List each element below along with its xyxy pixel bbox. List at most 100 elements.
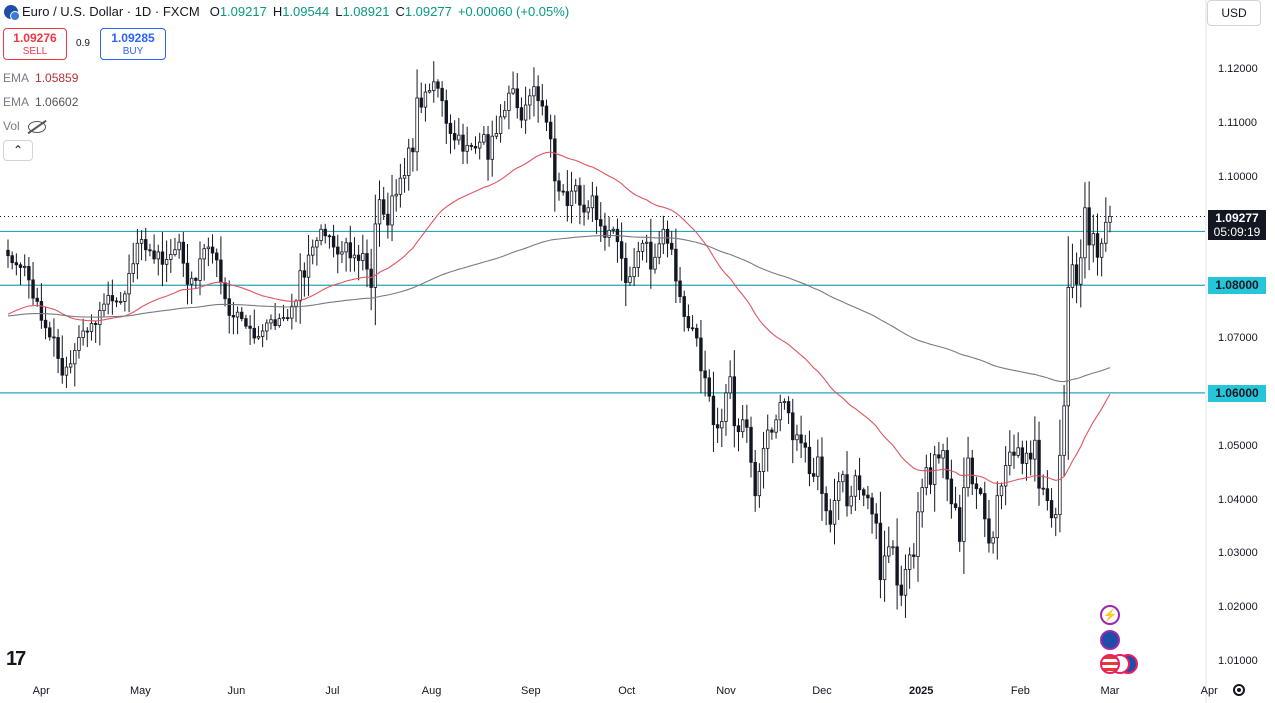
candle-body <box>924 467 929 489</box>
candle-body <box>43 319 48 329</box>
candle-body <box>519 107 524 121</box>
candle-body <box>164 259 169 265</box>
candle-body <box>206 246 211 250</box>
candle-body <box>269 319 273 324</box>
gear-icon[interactable] <box>1233 684 1245 696</box>
eur-usd-flag-icon <box>4 4 20 21</box>
candle-body <box>1054 514 1058 519</box>
candle-body <box>724 392 728 422</box>
candle-body <box>344 242 348 253</box>
candle-body <box>144 239 148 251</box>
candle-body <box>974 483 979 490</box>
candle-body <box>949 478 954 505</box>
candle-body <box>590 195 595 209</box>
candle-body <box>448 122 453 134</box>
candle-body <box>903 569 908 596</box>
ema-slow-legend[interactable]: EMA 1.06602 <box>3 95 79 109</box>
eu-event-icon[interactable] <box>1100 630 1120 650</box>
candle-body <box>311 246 315 256</box>
candle-body <box>68 363 73 368</box>
x-tick-label: 2025 <box>908 685 934 697</box>
level-price-label: 1.06000 <box>1208 384 1266 402</box>
candle-body <box>895 546 899 586</box>
candle-body <box>35 297 39 302</box>
buy-price: 1.09285 <box>111 31 155 45</box>
candle-body <box>611 228 615 231</box>
candle-body <box>849 495 853 507</box>
candle-body <box>486 134 490 160</box>
ema-slow-value: 1.06602 <box>35 95 79 109</box>
candle-body <box>891 546 895 549</box>
candle-body <box>983 493 987 520</box>
candle-body <box>841 474 845 483</box>
candle-body <box>1016 447 1020 456</box>
candle-body <box>56 337 60 359</box>
candle-body <box>628 276 632 283</box>
us-event-icon[interactable] <box>1100 654 1120 674</box>
candle-body <box>106 295 110 305</box>
tradingview-logo[interactable]: 17 <box>6 648 26 670</box>
candle-body <box>966 457 970 489</box>
candle-body <box>85 330 90 333</box>
candle-body <box>89 323 94 332</box>
candle-body <box>945 450 949 480</box>
candle-body <box>235 311 240 318</box>
candle-body <box>415 97 419 153</box>
candle-body <box>1099 242 1104 258</box>
candle-body <box>407 147 411 176</box>
candle-body <box>528 95 532 106</box>
candle-body <box>202 248 206 260</box>
candle-body <box>248 325 252 329</box>
candle-body <box>845 474 849 507</box>
y-tick-label: 1.12000 <box>1218 63 1258 75</box>
symbol-title[interactable]: Euro / U.S. Dollar · 1D · FXCM <box>22 4 200 19</box>
candle-body <box>941 450 945 459</box>
buy-button[interactable]: 1.09285 BUY <box>100 28 166 60</box>
candle-body <box>1003 465 1008 487</box>
candle-body <box>319 228 323 242</box>
candle-body <box>119 301 123 303</box>
candle-body <box>686 316 691 329</box>
candle-body <box>469 144 474 147</box>
candle-body <box>644 241 649 244</box>
lightning-icon[interactable]: ⚡ <box>1100 605 1120 625</box>
candle-body <box>678 280 682 297</box>
y-tick-label: 1.05000 <box>1218 439 1258 452</box>
currency-button[interactable]: USD <box>1207 0 1261 26</box>
candle-body <box>761 447 766 472</box>
candle-body <box>690 327 695 330</box>
candle-body <box>795 434 799 441</box>
eye-hidden-icon[interactable] <box>27 120 46 133</box>
candle-body <box>857 475 862 491</box>
candle-body <box>586 207 590 213</box>
y-tick-label: 1.11000 <box>1218 116 1257 129</box>
candle-body <box>511 88 515 94</box>
candle-body <box>1028 452 1033 460</box>
ema-fast-legend[interactable]: EMA 1.05859 <box>3 71 79 85</box>
candle-body <box>256 335 261 339</box>
candle-body <box>536 86 540 102</box>
candle-body <box>336 246 340 255</box>
candle-body <box>198 258 202 281</box>
candle-body <box>390 195 394 226</box>
collapse-legend-button[interactable]: ⌃ <box>3 140 33 161</box>
candle-body <box>995 495 999 539</box>
candle-body <box>77 337 81 351</box>
candle-body <box>811 473 816 477</box>
candle-body <box>73 349 77 365</box>
candle-body <box>440 87 444 102</box>
candle-body <box>277 318 282 327</box>
volume-legend[interactable]: Vol <box>3 119 46 133</box>
candle-body <box>573 185 578 192</box>
candle-body <box>766 429 770 449</box>
candle-body <box>816 456 820 477</box>
candle-body <box>778 402 782 421</box>
current-price-label: 1.09277 05:09:19 <box>1208 210 1266 240</box>
candle-body <box>473 146 478 149</box>
candle-body <box>185 262 190 285</box>
x-tick-label: Jun <box>227 685 246 697</box>
bar-countdown: 05:09:19 <box>1213 225 1261 239</box>
sell-button[interactable]: 1.09276 SELL <box>3 28 67 60</box>
candle-body <box>110 295 115 302</box>
